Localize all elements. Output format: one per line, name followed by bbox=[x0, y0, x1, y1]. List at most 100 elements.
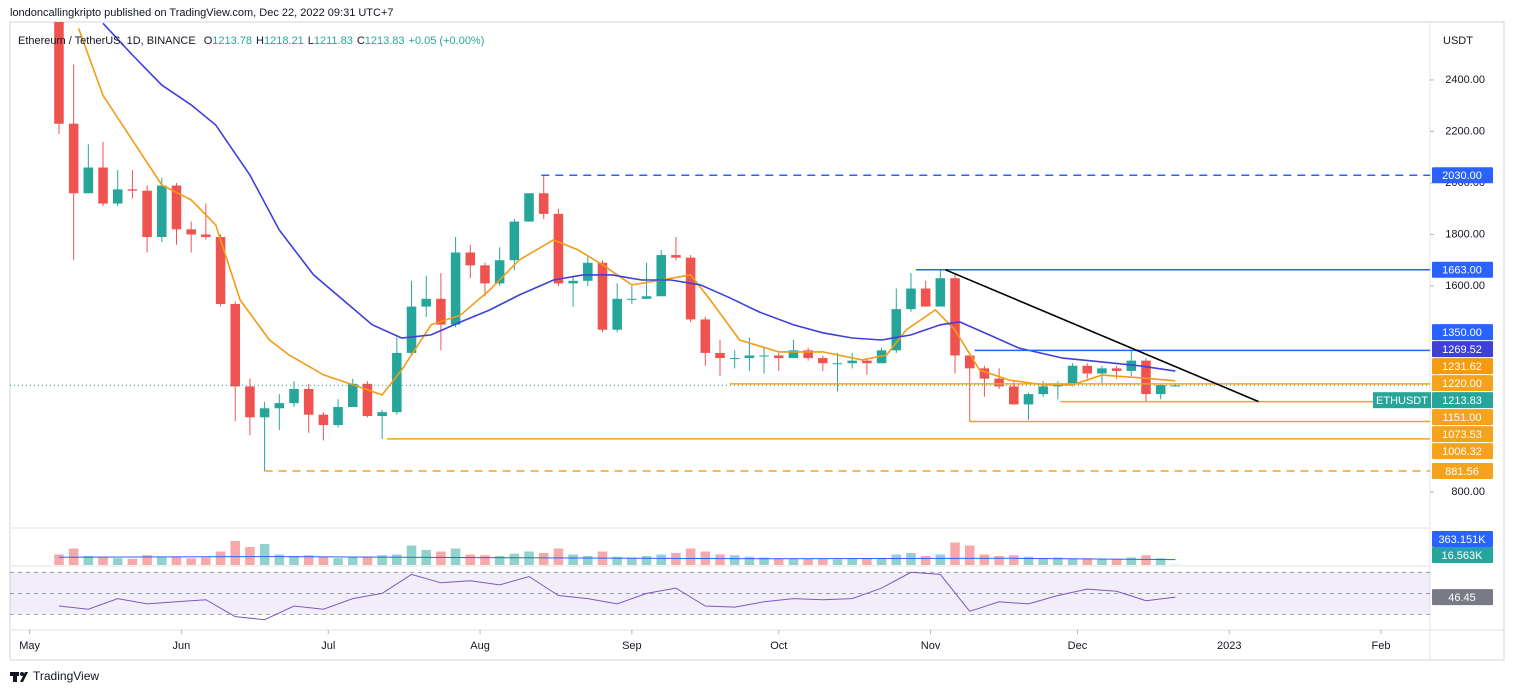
price-pane bbox=[10, 22, 1430, 472]
volume-label-box bbox=[1432, 547, 1493, 563]
volume-bar bbox=[612, 556, 622, 565]
candle-body bbox=[230, 303, 241, 387]
volume-bar bbox=[1038, 558, 1048, 565]
candle-body bbox=[436, 298, 446, 325]
candle-body bbox=[744, 355, 755, 359]
price-label-box bbox=[1432, 392, 1493, 409]
legend-ohlc-label: L bbox=[308, 35, 314, 47]
candle-body bbox=[891, 309, 902, 351]
candle-body bbox=[112, 189, 123, 204]
candle-body bbox=[406, 306, 417, 353]
volume-bar bbox=[509, 553, 520, 565]
candle-body bbox=[127, 189, 138, 191]
price-label-box bbox=[1432, 324, 1493, 341]
candle-body bbox=[1009, 386, 1019, 405]
legend-ohlc-label: H bbox=[256, 35, 264, 47]
volume-bar bbox=[583, 556, 593, 565]
candle-body bbox=[862, 360, 872, 364]
legend-ohlc-label: C bbox=[357, 35, 365, 47]
legend-ohlc-value: 1211.83 bbox=[314, 35, 353, 47]
volume-bar bbox=[377, 555, 387, 565]
volume-bar bbox=[1097, 558, 1107, 565]
candle-body bbox=[450, 252, 461, 325]
volume-bar bbox=[112, 558, 123, 565]
x-tick-label: Feb bbox=[1372, 640, 1391, 652]
candle-body bbox=[68, 123, 79, 194]
volume-bar bbox=[436, 551, 446, 565]
rsi-line bbox=[58, 571, 1176, 621]
candle-body bbox=[318, 414, 329, 426]
candle-body bbox=[201, 234, 211, 238]
rsi-label-text: 46.45 bbox=[1448, 592, 1476, 604]
volume-bar bbox=[568, 554, 578, 565]
volume-bar bbox=[788, 559, 799, 565]
volume-bar bbox=[818, 559, 828, 565]
volume-label-text: 363.151K bbox=[1438, 534, 1486, 546]
price-label-box bbox=[1432, 443, 1493, 460]
volume-bar bbox=[333, 558, 343, 565]
candle-body bbox=[259, 408, 270, 418]
symbol-text: ETHUSDT bbox=[1376, 395, 1428, 407]
volume-bar bbox=[259, 544, 270, 565]
y-tick-label: 2200.00 bbox=[1445, 125, 1485, 137]
volume-bar bbox=[127, 558, 138, 565]
volume-pane bbox=[54, 541, 1181, 565]
volume-bar bbox=[876, 559, 887, 565]
legend-ohlc-label: O bbox=[204, 35, 213, 47]
candle-body bbox=[671, 255, 681, 258]
symbol-box bbox=[1373, 392, 1431, 409]
candle-body bbox=[54, 22, 64, 124]
candle-body bbox=[759, 355, 769, 357]
volume-bar bbox=[1111, 559, 1122, 565]
candle-body bbox=[832, 363, 843, 365]
price-label-text: 1151.00 bbox=[1443, 412, 1482, 424]
candle-body bbox=[303, 388, 314, 415]
volume-bar bbox=[920, 556, 931, 565]
candle-body bbox=[568, 280, 578, 284]
volume-bar bbox=[186, 558, 196, 565]
volume-bar bbox=[891, 554, 902, 565]
candle-body bbox=[421, 298, 431, 307]
volume-bar bbox=[465, 554, 476, 565]
candle-body bbox=[377, 412, 387, 417]
volume-bar bbox=[553, 548, 564, 565]
price-label-text: 1269.52 bbox=[1442, 344, 1482, 356]
candle-body bbox=[729, 358, 740, 360]
price-label-box bbox=[1432, 167, 1493, 184]
volume-bar bbox=[656, 554, 667, 565]
moving-average bbox=[77, 28, 1176, 396]
price-label-box bbox=[1432, 341, 1493, 358]
candle-body bbox=[245, 386, 255, 418]
volume-bar bbox=[362, 556, 373, 565]
candle-body bbox=[1067, 365, 1078, 384]
candle-body bbox=[818, 358, 828, 364]
volume-bar bbox=[406, 545, 417, 565]
candle-body bbox=[494, 260, 505, 284]
y-tick-label: 2400.00 bbox=[1445, 74, 1485, 86]
volume-bar bbox=[157, 557, 167, 565]
volume-bar bbox=[245, 547, 255, 565]
x-tick-label: Jun bbox=[173, 640, 191, 652]
candle-body bbox=[98, 167, 108, 204]
volume-bar bbox=[54, 554, 64, 565]
x-tick-label: Nov bbox=[921, 640, 941, 652]
candle-body bbox=[83, 167, 94, 194]
y-tick-label: 800.00 bbox=[1451, 486, 1485, 498]
volume-bar bbox=[832, 559, 843, 565]
price-label-text: 1213.83 bbox=[1442, 395, 1482, 407]
volume-bar bbox=[1141, 555, 1151, 565]
candle-body bbox=[142, 190, 152, 238]
volume-bar bbox=[215, 551, 226, 565]
candle-body bbox=[597, 262, 608, 330]
volume-bar bbox=[274, 554, 285, 565]
candle-body bbox=[362, 383, 373, 417]
candle-body bbox=[788, 350, 799, 359]
volume-bar bbox=[450, 548, 461, 565]
candle-body bbox=[656, 255, 667, 297]
candle-body bbox=[627, 298, 637, 300]
candle-body bbox=[920, 288, 931, 307]
candle-body bbox=[1111, 368, 1122, 371]
volume-label-box bbox=[1432, 531, 1493, 547]
candle-body bbox=[715, 352, 725, 359]
